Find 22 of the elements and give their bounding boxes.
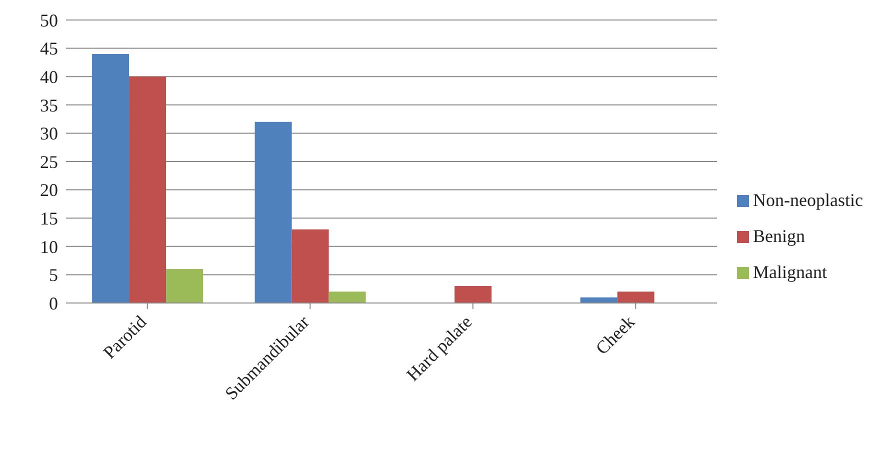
bar: [129, 76, 166, 303]
y-tick-label: 45: [40, 38, 58, 59]
legend-label: Malignant: [753, 262, 828, 282]
y-tick-label: 30: [40, 124, 58, 144]
y-tick-label: 40: [40, 66, 58, 87]
bar: [454, 286, 492, 303]
bar: [92, 54, 130, 303]
y-tick-label: 20: [40, 180, 58, 200]
y-tick-label: 15: [40, 208, 58, 228]
y-tick-label: 5: [49, 265, 58, 286]
y-tick-label: 50: [40, 10, 58, 30]
bar: [254, 122, 292, 303]
y-tick-label: 35: [40, 95, 58, 116]
y-tick-label: 10: [40, 236, 58, 257]
bar: [292, 229, 329, 303]
bar: [166, 269, 204, 303]
legend-label: Benign: [753, 226, 806, 246]
y-tick-label: 25: [40, 152, 58, 172]
y-tick-label: 0: [49, 293, 58, 314]
legend-label: Non-neoplastic: [753, 190, 863, 210]
bar: [617, 292, 654, 303]
bar: [328, 292, 366, 303]
